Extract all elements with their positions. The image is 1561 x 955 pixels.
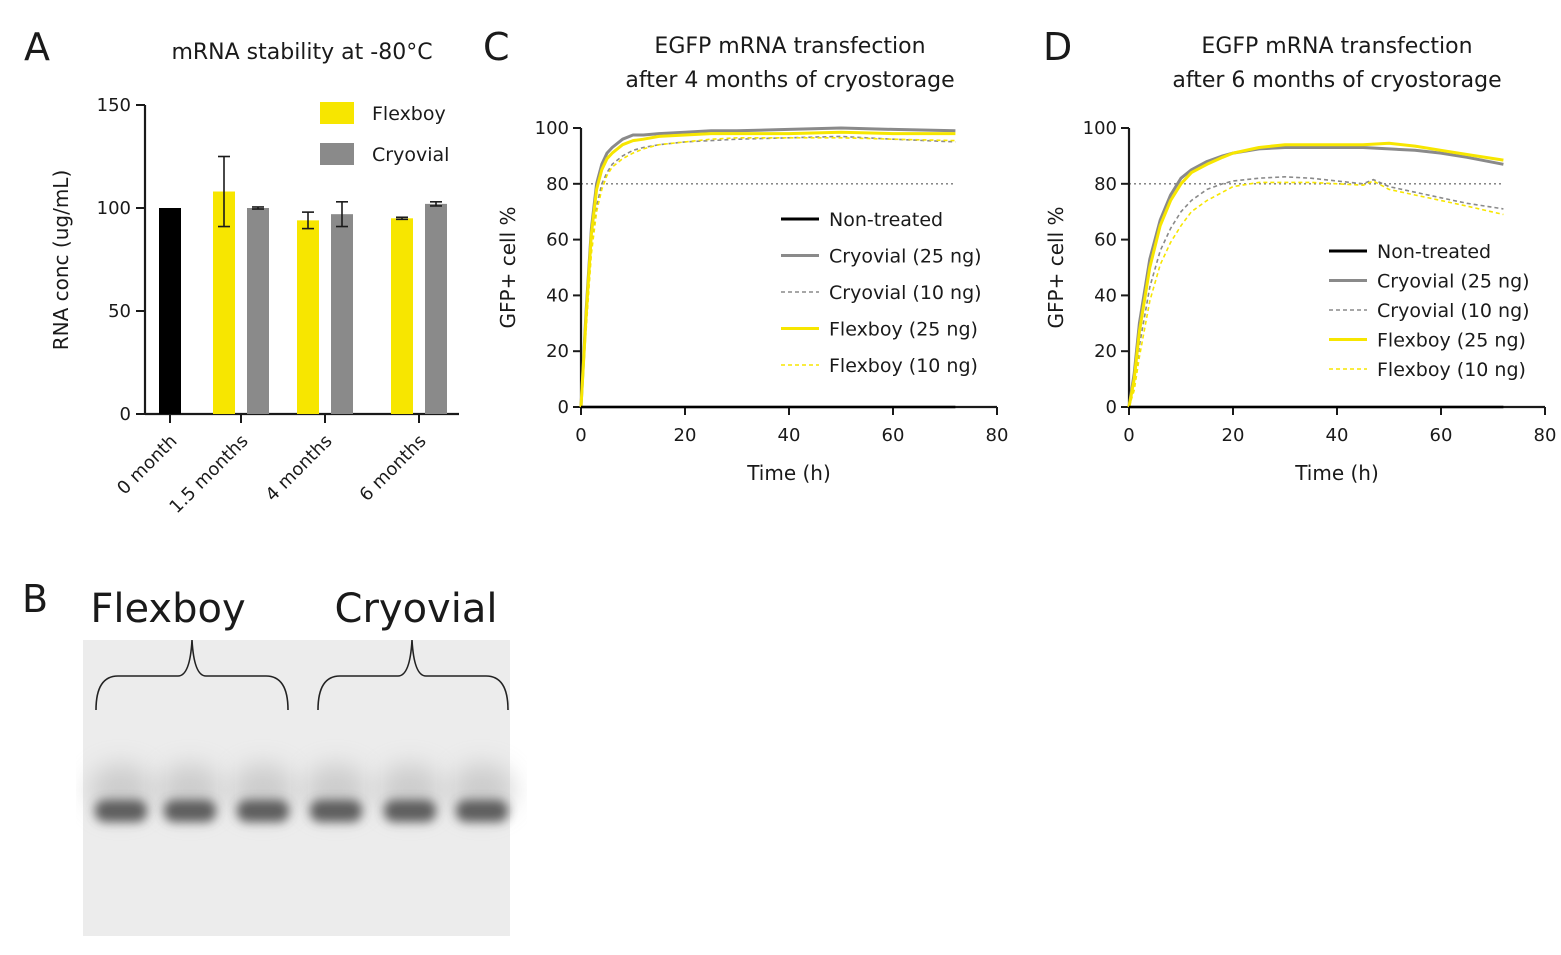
series-line-flexboy-10-ng <box>1128 180 1504 408</box>
legend-label-d: Cryovial (10 ng) <box>1377 300 1530 322</box>
series-line-cryovial-10-ng <box>1128 176 1504 408</box>
y-tick-label-c: 100 <box>535 118 569 139</box>
gel-bracket-cryovial <box>317 639 509 711</box>
x-axis-label-c: Time (h) <box>746 461 831 485</box>
gel-lane <box>89 764 153 822</box>
gel-lane <box>378 764 442 822</box>
x-tick-label-a: 4 months <box>262 431 337 506</box>
chart-title-a: mRNA stability at -80°C <box>171 40 432 65</box>
y-axis-label-c: GFP+ cell % <box>496 207 520 329</box>
gel-label-flexboy: Flexboy <box>90 586 245 632</box>
y-tick-label-a: 150 <box>97 95 131 116</box>
legend-label-c: Non-treated <box>829 209 943 231</box>
gel-lane <box>158 764 222 822</box>
x-tick-label-c: 80 <box>986 425 1009 446</box>
panel-letter-a: A <box>24 25 50 69</box>
legend-label-c: Flexboy (25 ng) <box>829 319 978 341</box>
gel-band <box>384 800 436 822</box>
chart-title-line1-d: EGFP mRNA transfection <box>1201 34 1472 59</box>
bar-flexboy <box>213 191 235 414</box>
legend-label-c: Flexboy (10 ng) <box>829 355 978 377</box>
series-line-flexboy-25-ng <box>579 130 956 408</box>
y-tick-label-c: 0 <box>558 397 569 418</box>
y-axis-label-a: RNA conc (ug/mL) <box>49 170 73 351</box>
bar-cryovial <box>331 214 353 414</box>
chart-title-line2-d: after 6 months of cryostorage <box>1172 68 1501 93</box>
gel-band <box>164 800 216 822</box>
panel-letter-b: B <box>22 577 48 621</box>
y-tick-label-c: 80 <box>546 174 569 195</box>
y-tick-label-d: 60 <box>1094 230 1117 251</box>
legend-label-d: Cryovial (25 ng) <box>1377 271 1530 293</box>
panel-b-gel: Flexboy Cryovial <box>83 586 514 936</box>
x-tick-label-c: 40 <box>778 425 801 446</box>
x-tick-label-c: 0 <box>575 425 586 446</box>
y-tick-label-c: 60 <box>546 230 569 251</box>
x-tick-label-c: 20 <box>674 425 697 446</box>
x-tick-label-c: 60 <box>882 425 905 446</box>
y-tick-label-c: 20 <box>546 341 569 362</box>
y-tick-label-a: 100 <box>97 198 131 219</box>
legend-label-d: Flexboy (10 ng) <box>1377 359 1526 381</box>
panel-letter-d: D <box>1043 25 1072 69</box>
series-line-flexboy-25-ng <box>1127 141 1504 408</box>
x-tick-label-a: 0 month <box>113 431 181 499</box>
x-tick-label-d: 0 <box>1123 425 1134 446</box>
x-tick-label-d: 40 <box>1326 425 1349 446</box>
x-tick-label-d: 80 <box>1534 425 1557 446</box>
bar-cryovial <box>425 203 447 414</box>
y-tick-label-d: 100 <box>1083 118 1117 139</box>
y-axis-label-d: GFP+ cell % <box>1044 207 1068 329</box>
gel-bracket-flexboy <box>95 639 289 711</box>
gel-band <box>237 800 289 822</box>
panel-letter-c: C <box>483 25 510 69</box>
y-tick-label-a: 0 <box>120 404 131 425</box>
gel-lane <box>304 764 368 822</box>
y-tick-label-d: 40 <box>1094 285 1117 306</box>
bar-flexboy <box>391 218 413 414</box>
legend-swatch-flexboy <box>320 102 354 124</box>
bar-control <box>159 208 181 414</box>
y-tick-label-c: 40 <box>546 285 569 306</box>
gel-band <box>456 800 508 822</box>
gel-lane <box>231 764 295 822</box>
bar-cryovial <box>247 208 269 414</box>
y-tick-label-a: 50 <box>108 301 131 322</box>
panel-a-bar-chart: mRNA stability at -80°C 0 50 100 150 RNA conc… <box>49 40 459 518</box>
panel-d-line-chart: EGFP mRNA transfection after 6 months of … <box>1044 34 1556 485</box>
legend-label-cryovial: Cryovial <box>372 144 449 166</box>
bar-flexboy <box>297 220 319 414</box>
gel-band <box>95 800 147 822</box>
gel-lane <box>450 764 514 822</box>
x-tick-label-d: 60 <box>1430 425 1453 446</box>
legend-label-flexboy: Flexboy <box>372 103 446 125</box>
gel-label-cryovial: Cryovial <box>335 586 498 632</box>
chart-title-line2-c: after 4 months of cryostorage <box>625 68 954 93</box>
x-axis-label-d: Time (h) <box>1294 461 1379 485</box>
y-tick-label-d: 0 <box>1106 397 1117 418</box>
legend-label-c: Cryovial (25 ng) <box>829 246 982 268</box>
x-tick-label-d: 20 <box>1222 425 1245 446</box>
series-line-flexboy-10-ng <box>580 137 956 408</box>
panel-c-line-chart: EGFP mRNA transfection after 4 months of … <box>496 34 1008 485</box>
y-tick-label-d: 20 <box>1094 341 1117 362</box>
legend-label-c: Cryovial (10 ng) <box>829 282 982 304</box>
legend-label-d: Flexboy (25 ng) <box>1377 330 1526 352</box>
gel-band <box>310 800 362 822</box>
y-tick-label-d: 80 <box>1094 174 1117 195</box>
legend-label-d: Non-treated <box>1377 241 1491 263</box>
x-tick-label-a: 6 months <box>356 431 431 506</box>
chart-title-line1-c: EGFP mRNA transfection <box>654 34 925 59</box>
legend-swatch-cryovial <box>320 143 354 165</box>
